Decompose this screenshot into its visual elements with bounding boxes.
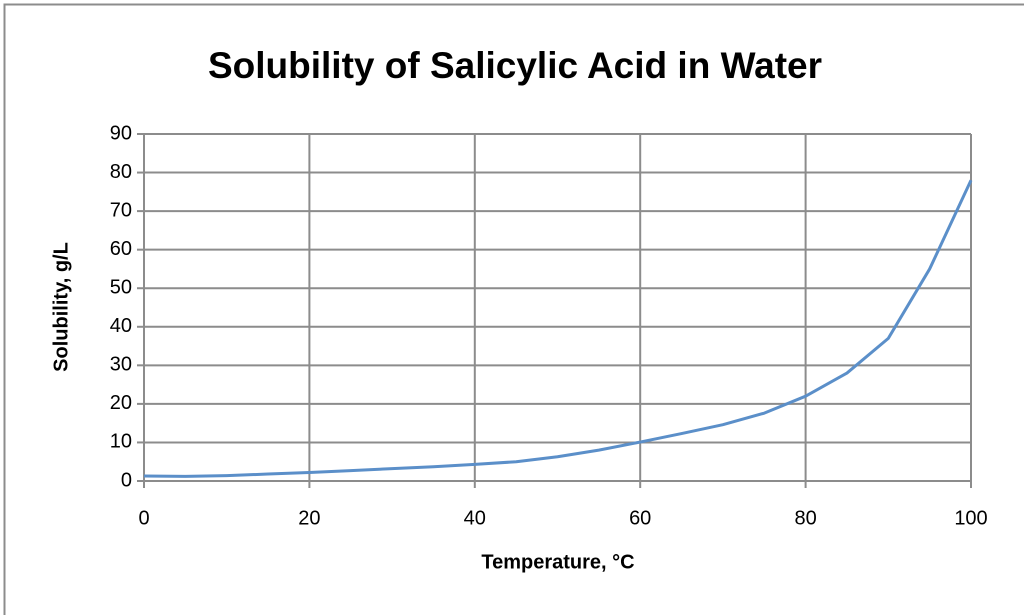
y-tick-label: 70 <box>110 199 132 221</box>
x-tick-label: 20 <box>298 507 320 529</box>
x-tick-label: 80 <box>794 507 816 529</box>
y-tick-label: 20 <box>110 392 132 414</box>
x-axis-label: Temperature, °C <box>481 551 634 573</box>
y-axis-label: Solubility, g/L <box>50 242 72 372</box>
x-tick-label: 40 <box>464 507 486 529</box>
x-tick-label: 0 <box>138 507 149 529</box>
chart-frame <box>3 3 1024 615</box>
chart-title: Solubility of Salicylic Acid in Water <box>208 45 822 86</box>
y-tick-label: 40 <box>110 315 132 337</box>
y-tick-label: 0 <box>121 469 132 491</box>
y-tick-label: 50 <box>110 277 132 299</box>
y-tick-label: 90 <box>110 122 132 144</box>
y-tick-label: 80 <box>110 161 132 183</box>
data-line <box>143 179 973 478</box>
x-tick-label: 60 <box>629 507 651 529</box>
x-tick-label: 100 <box>954 507 987 529</box>
y-tick-label: 30 <box>110 354 132 376</box>
y-tick-label: 60 <box>110 238 132 260</box>
y-tick-label: 10 <box>110 431 132 453</box>
